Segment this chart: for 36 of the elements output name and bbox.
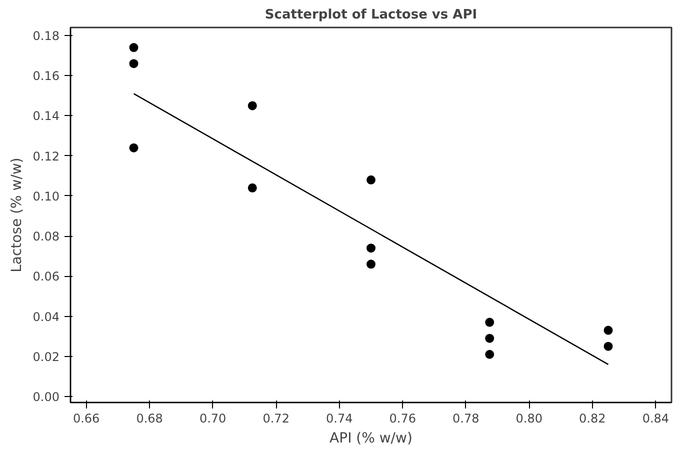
point [248, 183, 257, 192]
x-tick-label: 0.84 [642, 412, 670, 426]
x-tick-label: 0.78 [452, 412, 480, 426]
point [604, 326, 613, 335]
point [485, 334, 494, 343]
x-tick-label: 0.68 [136, 412, 163, 426]
y-tick-label: 0.16 [32, 69, 60, 84]
x-tick-label: 0.74 [326, 412, 353, 426]
y-tick-label: 0.12 [32, 149, 60, 164]
point [366, 260, 376, 269]
y-axis-title: Lactose (% w/w) [8, 158, 25, 272]
y-tick-label: 0.00 [32, 390, 60, 404]
point [366, 175, 376, 184]
y-tick-label: 0.18 [32, 29, 60, 44]
point [604, 342, 613, 351]
x-tick-label: 0.82 [579, 412, 606, 426]
y-tick-label: 0.02 [32, 350, 60, 364]
y-tick-label: 0.10 [32, 189, 60, 204]
y-tick-label: 0.04 [32, 310, 60, 324]
x-tick-label: 0.70 [199, 412, 226, 426]
point [129, 59, 138, 68]
x-axis-title: API (% w/w) [330, 430, 412, 446]
y-tick-label: 0.08 [32, 230, 60, 244]
point [485, 318, 494, 327]
point [129, 143, 138, 152]
x-tick-label: 0.72 [262, 412, 290, 426]
x-tick-label: 0.80 [516, 412, 543, 426]
point [366, 244, 376, 253]
point [485, 350, 494, 359]
y-tick-label: 0.14 [32, 109, 60, 124]
x-tick-label: 0.76 [389, 412, 416, 426]
x-tick-label: 0.66 [72, 412, 100, 426]
y-tick-label: 0.06 [32, 270, 60, 284]
point [248, 101, 257, 110]
chart-title: Scatterplot of Lactose vs API [264, 8, 478, 22]
point [129, 43, 138, 52]
